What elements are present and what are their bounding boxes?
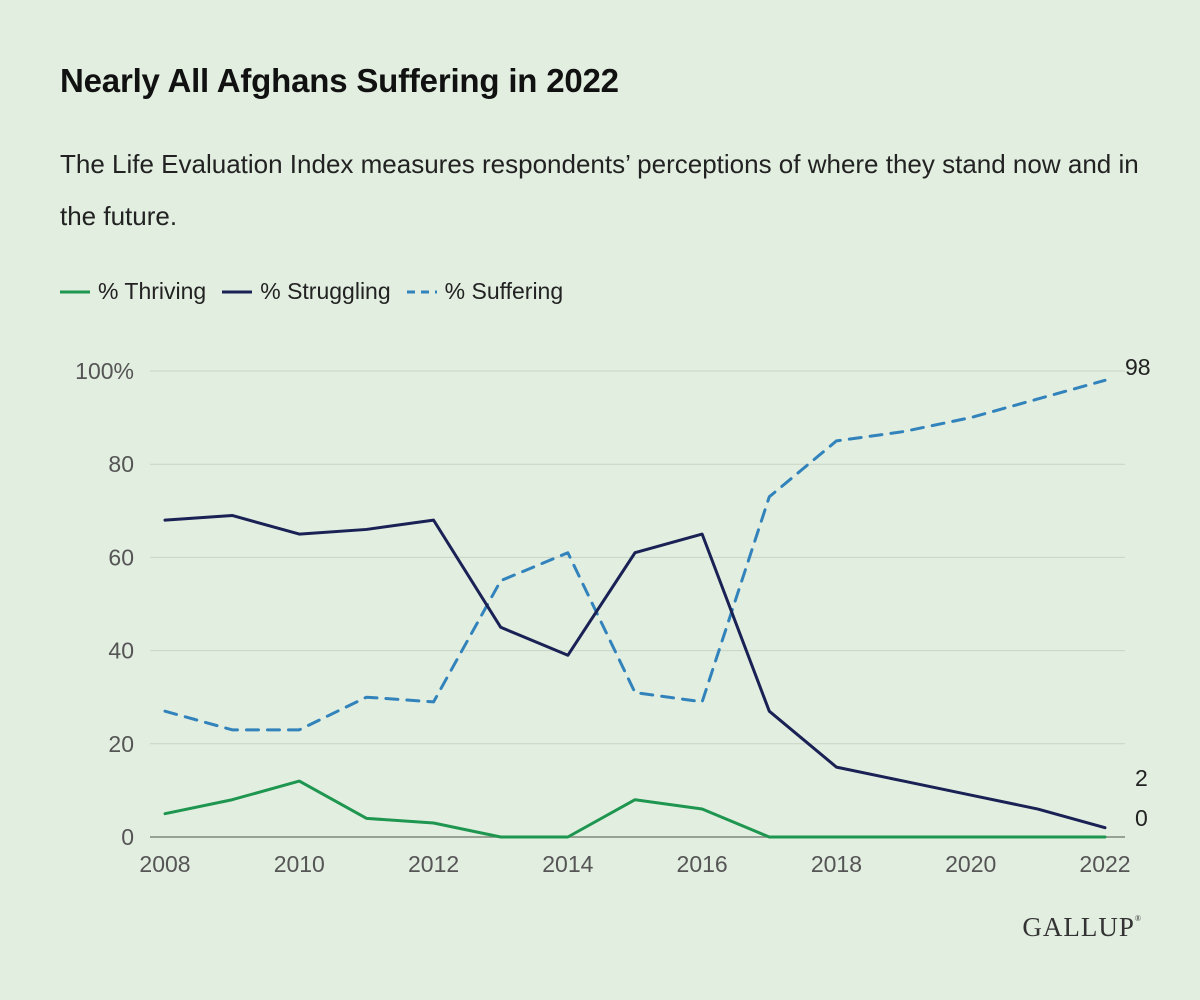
- x-tick-label: 2010: [274, 851, 325, 877]
- x-tick-label: 2016: [677, 851, 728, 877]
- legend-label-thriving: % Thriving: [98, 278, 207, 304]
- legend-label-struggling: % Struggling: [260, 278, 391, 304]
- legend-item-struggling: % Struggling: [222, 278, 391, 305]
- y-tick-label: 40: [108, 638, 134, 664]
- x-tick-label: 2018: [811, 851, 862, 877]
- chart-title: Nearly All Afghans Suffering in 2022: [60, 62, 619, 99]
- gallup-logo: GALLUP®: [1022, 912, 1142, 943]
- gallup-logo-text: GALLUP: [1022, 912, 1135, 942]
- x-tick-label: 2022: [1079, 851, 1130, 877]
- end-label-thriving: 0: [1135, 805, 1148, 831]
- x-tick-label: 2020: [945, 851, 996, 877]
- y-tick-label: 100%: [75, 358, 134, 384]
- x-tick-label: 2008: [139, 851, 190, 877]
- legend-label-suffering: % Suffering: [444, 278, 564, 304]
- y-tick-label: 20: [108, 731, 134, 757]
- legend-item-suffering: % Suffering: [406, 278, 564, 305]
- legend-swatch-suffering: [406, 290, 437, 293]
- x-tick-label: 2012: [408, 851, 459, 877]
- series-line-struggling: [163, 513, 1107, 830]
- y-tick-label: 80: [108, 451, 134, 477]
- legend-swatch-struggling: [222, 290, 253, 293]
- gallup-logo-mark: ®: [1134, 914, 1142, 923]
- legend-swatch-thriving: [60, 290, 90, 293]
- end-label-struggling: 2: [1135, 765, 1148, 791]
- legend-item-thriving: % Thriving: [60, 278, 206, 305]
- x-tick-label: 2014: [542, 851, 593, 877]
- y-tick-label: 60: [108, 544, 134, 570]
- chart-subtitle: The Life Evaluation Index measures respo…: [60, 149, 1139, 231]
- chart-legend: % Thriving % Struggling % Suffering: [60, 278, 579, 305]
- y-tick-label: 0: [121, 824, 134, 850]
- end-label-suffering: 98: [1125, 354, 1151, 380]
- series-line-thriving: [163, 779, 1107, 839]
